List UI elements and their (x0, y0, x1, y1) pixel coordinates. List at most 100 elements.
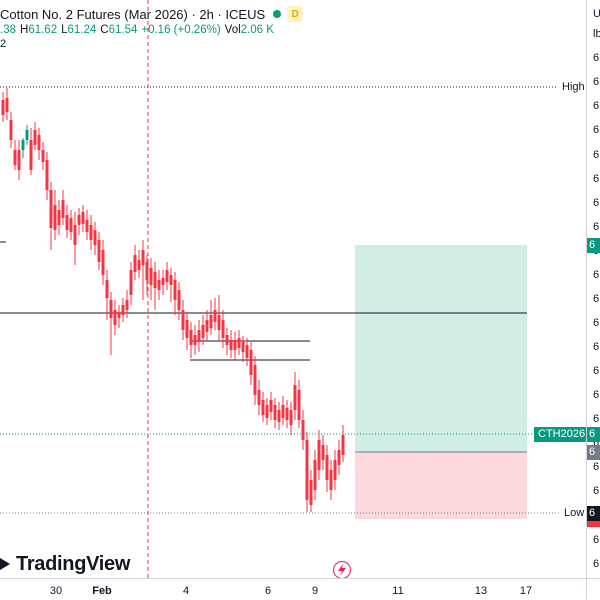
candle-down (37, 135, 41, 150)
price-tick-label: 6 (593, 76, 600, 88)
tradingview-logo-icon (0, 558, 10, 570)
candle-down (109, 300, 113, 318)
symbol-price-tag: CTH2026 (534, 427, 586, 442)
change-value: +0.16 (+0.26%) (141, 24, 221, 36)
candle-down (185, 320, 189, 338)
candle-down (65, 215, 69, 230)
high-label: H (20, 24, 29, 36)
candle-down (265, 405, 269, 418)
candle-down (105, 280, 109, 298)
price-tick-label: 6 (593, 173, 600, 185)
price-box-stop (587, 521, 600, 527)
price-tick-label: 6 (593, 365, 600, 377)
candle-down (241, 342, 245, 352)
candle-down (53, 205, 57, 230)
candle-down (321, 445, 325, 460)
candle-down (201, 325, 205, 338)
candle-down (49, 190, 53, 228)
candle-down (233, 340, 237, 350)
candle-down (289, 410, 293, 425)
candle-down (169, 275, 173, 285)
candles-group (1, 88, 345, 512)
price-scale[interactable]: 6666666666666666666666 U lb 6 6 6 6 (586, 0, 600, 578)
candle-down (117, 312, 121, 318)
price-tick-label: 6 (593, 293, 600, 305)
price-tick-label: 6 (593, 52, 600, 64)
candle-down (269, 400, 273, 412)
price-tick-label: 6 (593, 461, 600, 473)
candle-down (113, 310, 117, 325)
time-tick-label: Feb (92, 585, 112, 597)
candle-down (157, 280, 161, 290)
candle-down (81, 212, 85, 224)
candlestick-chart[interactable] (0, 0, 586, 578)
price-tick-label: 6 (593, 269, 600, 281)
candle-down (205, 320, 209, 332)
candle-down (173, 280, 177, 300)
candle-down (41, 150, 45, 162)
symbol-title[interactable]: Cotton No. 2 Futures (Mar 2026) · 2h · I… (0, 6, 266, 22)
chart-plot-area[interactable]: Cotton No. 2 Futures (Mar 2026) · 2h · I… (0, 0, 586, 578)
time-tick-label: 30 (49, 585, 63, 597)
candle-down (297, 390, 301, 420)
candle-down (61, 200, 65, 218)
candle-down (85, 220, 89, 232)
price-tick-label: 6 (593, 413, 600, 425)
candle-down (161, 278, 165, 285)
candle-down (97, 240, 101, 262)
indicator-count-badge[interactable]: 2 (0, 38, 7, 50)
price-tick-label: 6 (593, 124, 600, 136)
currency-unit-label[interactable]: U (593, 8, 600, 20)
price-box-last: 6 (587, 427, 600, 442)
candle-down (293, 385, 297, 410)
candle-down (281, 405, 285, 418)
chart-legend: Cotton No. 2 Futures (Mar 2026) · 2h · I… (0, 4, 304, 24)
candle-down (317, 440, 321, 470)
candle-down (145, 262, 149, 280)
delayed-data-badge[interactable]: D (287, 6, 304, 22)
candle-down (217, 315, 221, 330)
market-status-dot (273, 10, 282, 18)
price-tick-label: 6 (593, 558, 600, 570)
candle-down (197, 330, 201, 342)
candle-down (89, 225, 93, 240)
candle-down (181, 310, 185, 330)
price-tick-label: 6 (593, 389, 600, 401)
long-position-profit-zone[interactable] (355, 245, 527, 452)
close-value: 61.54 (108, 24, 138, 36)
axis-corner[interactable] (586, 578, 600, 600)
candle-down (149, 268, 153, 285)
long-position-loss-zone[interactable] (355, 452, 527, 519)
low-value: 61.24 (67, 24, 97, 36)
candle-down (121, 305, 125, 315)
candle-down (333, 460, 337, 480)
candle-down (285, 408, 289, 420)
candle-down (225, 335, 229, 345)
time-tick-label: 13 (474, 585, 488, 597)
time-axis[interactable]: 30 Feb 4 6 9 11 13 17 (0, 578, 586, 600)
candle-down (13, 150, 17, 165)
price-tick-label: 6 (593, 534, 600, 546)
candle-down (29, 140, 33, 170)
candle-down (17, 150, 21, 170)
time-tick-label: 4 (182, 585, 190, 597)
candle-down (309, 480, 313, 505)
tradingview-logo[interactable]: TradingView (0, 552, 130, 576)
price-tick-label: 6 (593, 317, 600, 329)
candle-down (165, 270, 169, 282)
candle-down (153, 272, 157, 288)
price-tick-label: 6 (593, 197, 600, 209)
candle-down (101, 250, 105, 275)
lightning-icon[interactable] (333, 561, 351, 578)
candle-down (5, 98, 9, 112)
candle-down (129, 270, 133, 295)
price-box-entry: 6 (587, 445, 600, 460)
candle-down (45, 160, 49, 190)
candle-down (229, 340, 233, 350)
unit-label[interactable]: lb (593, 28, 600, 40)
candle-down (133, 255, 137, 272)
price-tick-label: 6 (593, 437, 600, 449)
candle-down (273, 405, 277, 420)
candle-down (329, 470, 333, 490)
price-tick-label: 6 (593, 341, 600, 353)
